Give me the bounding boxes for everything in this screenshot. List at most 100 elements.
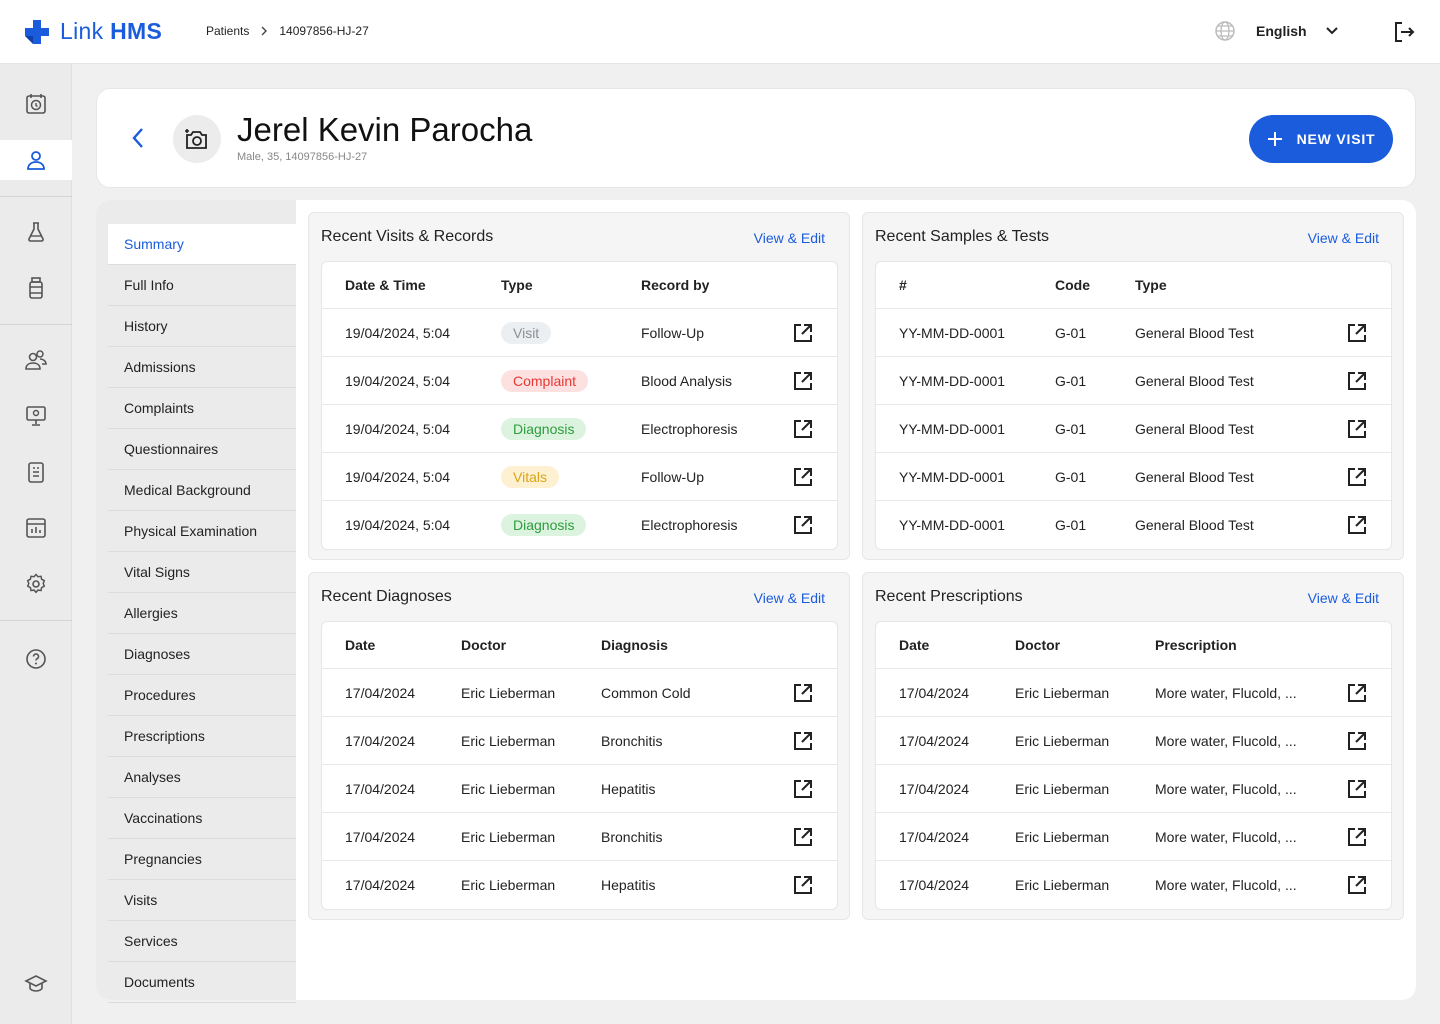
subnav-item-diagnoses[interactable]: Diagnoses xyxy=(108,634,296,675)
external-link-icon[interactable] xyxy=(1346,874,1368,899)
subnav-item-summary[interactable]: Summary xyxy=(108,224,296,265)
external-link-icon[interactable] xyxy=(1346,514,1368,539)
external-link-icon[interactable] xyxy=(1346,730,1368,755)
table-row[interactable]: YY-MM-DD-0001 G-01 General Blood Test xyxy=(876,309,1391,357)
subnav-item-prescriptions[interactable]: Prescriptions xyxy=(108,716,296,757)
recent-prescriptions-view-edit-link[interactable]: View & Edit xyxy=(1307,590,1379,606)
table-cell: More water, Flucold, ... xyxy=(1155,877,1297,893)
subnav-item-complaints[interactable]: Complaints xyxy=(108,388,296,429)
subnav-item-questionnaires[interactable]: Questionnaires xyxy=(108,429,296,470)
external-link-icon[interactable] xyxy=(792,418,814,443)
rail-settings[interactable] xyxy=(0,564,72,604)
table-row[interactable]: 17/04/2024 Eric Lieberman More water, Fluc… xyxy=(876,813,1391,861)
recent-samples-title: Recent Samples & Tests xyxy=(875,228,1050,245)
rail-help[interactable] xyxy=(0,639,72,679)
table-row[interactable]: 19/04/2024, 5:04 Diagnosis Electrophoresis xyxy=(322,405,837,453)
table-cell: Diagnosis xyxy=(501,501,587,549)
patient-meta: Male, 35, 14097856-HJ-27 xyxy=(237,151,368,163)
graduation-cap-icon xyxy=(24,975,48,992)
subnav-item-analyses[interactable]: Analyses xyxy=(108,757,296,798)
subnav-item-visits[interactable]: Visits xyxy=(108,880,296,921)
external-link-icon[interactable] xyxy=(792,682,814,707)
rail-patients[interactable] xyxy=(0,140,72,180)
external-link-icon[interactable] xyxy=(1346,826,1368,851)
table-cell: Eric Lieberman xyxy=(461,828,556,845)
table-row[interactable]: 17/04/2024 Eric Lieberman More water, Fluc… xyxy=(876,861,1391,909)
table-cell: YY-MM-DD-0001 xyxy=(899,420,1006,437)
language-selector[interactable]: English xyxy=(1214,20,1339,42)
rail-monitor[interactable] xyxy=(0,396,72,436)
external-link-icon[interactable] xyxy=(792,778,814,803)
table-cell: YY-MM-DD-0001 xyxy=(899,324,1006,341)
table-cell: YY-MM-DD-0001 xyxy=(899,517,1006,533)
external-link-icon[interactable] xyxy=(792,370,814,395)
external-link-icon[interactable] xyxy=(1346,370,1368,395)
table-row[interactable]: 17/04/2024 Eric Lieberman Hepatitis xyxy=(322,765,837,813)
table-row[interactable]: 17/04/2024 Eric Lieberman More water, Fluc… xyxy=(876,765,1391,813)
table-cell: General Blood Test xyxy=(1135,420,1254,437)
external-link-icon[interactable] xyxy=(792,730,814,755)
table-row[interactable]: 19/04/2024, 5:04 Visit Follow-Up xyxy=(322,309,837,357)
external-link-icon[interactable] xyxy=(792,514,814,539)
column-header: Prescription xyxy=(1155,637,1237,653)
external-link-icon[interactable] xyxy=(1346,418,1368,443)
rail-training[interactable] xyxy=(0,964,72,1004)
table-row[interactable]: 17/04/2024 Eric Lieberman Common Cold xyxy=(322,669,837,717)
rail-appointments[interactable] xyxy=(0,84,72,124)
table-row[interactable]: 17/04/2024 Eric Lieberman Bronchitis xyxy=(322,717,837,765)
top-bar: Link HMS Patients 14097856-HJ-27 English xyxy=(0,0,1440,64)
subnav-item-allergies[interactable]: Allergies xyxy=(108,593,296,634)
external-link-icon[interactable] xyxy=(1346,778,1368,803)
avatar[interactable] xyxy=(173,115,221,163)
plus-cross-logo-icon xyxy=(25,19,49,44)
table-row[interactable]: YY-MM-DD-0001 G-01 General Blood Test xyxy=(876,357,1391,405)
rail-laboratory[interactable] xyxy=(0,212,72,252)
table-row[interactable]: 17/04/2024 Eric Lieberman Hepatitis xyxy=(322,861,837,909)
external-link-icon[interactable] xyxy=(792,322,814,347)
recent-diagnoses-view-edit-link[interactable]: View & Edit xyxy=(753,590,825,606)
table-row[interactable]: 17/04/2024 Eric Lieberman More water, Fluc… xyxy=(876,669,1391,717)
breadcrumb-patients[interactable]: Patients xyxy=(206,24,250,38)
table-cell: Bronchitis xyxy=(601,732,663,749)
app-logo[interactable]: Link HMS xyxy=(24,18,162,45)
column-header: Doctor xyxy=(461,637,507,653)
subnav-item-admissions[interactable]: Admissions xyxy=(108,347,296,388)
rail-pharmacy[interactable] xyxy=(0,268,72,308)
subnav-item-procedures[interactable]: Procedures xyxy=(108,675,296,716)
rail-staff[interactable] xyxy=(0,340,72,380)
table-row[interactable]: 19/04/2024, 5:04 Vitals Follow-Up xyxy=(322,453,837,501)
subnav-item-full-info[interactable]: Full Info xyxy=(108,265,296,306)
rail-records[interactable] xyxy=(0,452,72,492)
table-row[interactable]: YY-MM-DD-0001 G-01 General Blood Test xyxy=(876,453,1391,501)
table-cell: General Blood Test xyxy=(1135,468,1254,485)
external-link-icon[interactable] xyxy=(1346,322,1368,347)
back-button[interactable] xyxy=(129,125,149,156)
rail-reports[interactable] xyxy=(0,508,72,548)
subnav-item-pregnancies[interactable]: Pregnancies xyxy=(108,839,296,880)
table-row[interactable]: 17/04/2024 Eric Lieberman More water, Fluc… xyxy=(876,717,1391,765)
recent-samples-view-edit-link[interactable]: View & Edit xyxy=(1307,230,1379,246)
subnav-item-services[interactable]: Services xyxy=(108,921,296,962)
table-row[interactable]: YY-MM-DD-0001 G-01 General Blood Test xyxy=(876,501,1391,549)
table-row[interactable]: 19/04/2024, 5:04 Diagnosis Electrophoresis xyxy=(322,501,837,549)
subnav-item-vital-signs[interactable]: Vital Signs xyxy=(108,552,296,593)
table-cell: 17/04/2024 xyxy=(345,732,416,749)
external-link-icon[interactable] xyxy=(792,826,814,851)
external-link-icon[interactable] xyxy=(792,466,814,491)
table-row[interactable]: 19/04/2024, 5:04 Complaint Blood Analysis xyxy=(322,357,837,405)
recent-visits-view-edit-link[interactable]: View & Edit xyxy=(753,230,825,246)
new-visit-button[interactable]: NEW VISIT xyxy=(1249,115,1393,163)
external-link-icon[interactable] xyxy=(792,874,814,899)
table-row[interactable]: 17/04/2024 Eric Lieberman Bronchitis xyxy=(322,813,837,861)
table-cell: More water, Flucold, ... xyxy=(1155,780,1297,797)
logout-button[interactable] xyxy=(1392,20,1416,49)
subnav-item-vaccinations[interactable]: Vaccinations xyxy=(108,798,296,839)
table-row[interactable]: YY-MM-DD-0001 G-01 General Blood Test xyxy=(876,405,1391,453)
subnav-item-documents[interactable]: Documents xyxy=(108,962,296,1003)
subnav-item-history[interactable]: History xyxy=(108,306,296,347)
type-badge: Diagnosis xyxy=(501,417,587,440)
subnav-item-physical-examination[interactable]: Physical Examination xyxy=(108,511,296,552)
external-link-icon[interactable] xyxy=(1346,466,1368,491)
external-link-icon[interactable] xyxy=(1346,682,1368,707)
subnav-item-medical-background[interactable]: Medical Background xyxy=(108,470,296,511)
